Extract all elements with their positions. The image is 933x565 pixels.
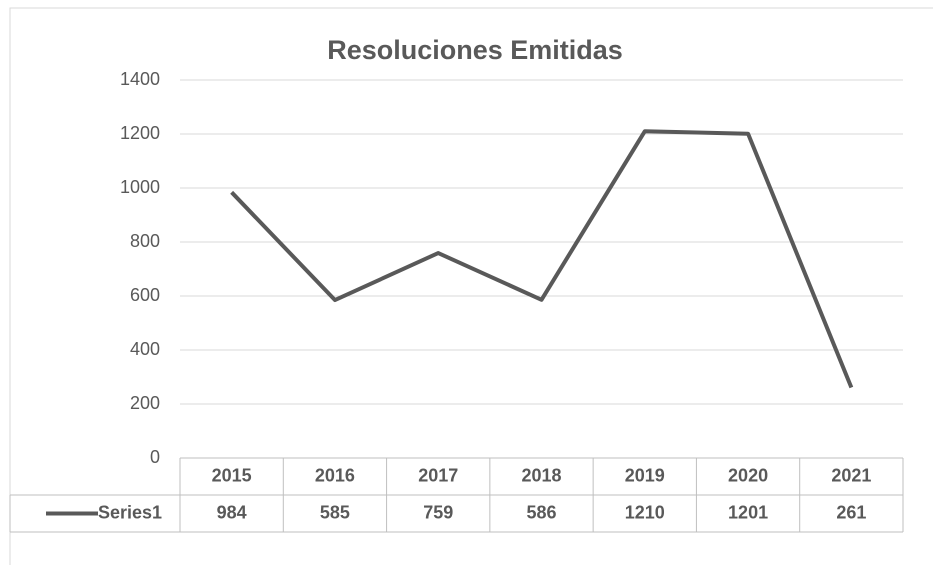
x-tick-label: 2020 — [728, 465, 768, 485]
table-value: 585 — [320, 502, 350, 522]
y-tick-label: 1200 — [120, 123, 160, 143]
y-tick-label: 200 — [130, 393, 160, 413]
chart-border — [9, 7, 933, 565]
x-tick-label: 2021 — [831, 465, 871, 485]
table-value: 261 — [836, 502, 866, 522]
series-line — [230, 129, 854, 389]
x-tick-label: 2018 — [521, 465, 561, 485]
x-tick-label: 2017 — [418, 465, 458, 485]
chart-title: Resoluciones Emitidas — [327, 35, 623, 65]
table-value: 984 — [217, 502, 247, 522]
y-tick-label: 800 — [130, 231, 160, 251]
y-tick-label: 0 — [150, 447, 160, 467]
x-tick-label: 2015 — [212, 465, 252, 485]
x-tick-label: 2016 — [315, 465, 355, 485]
table-value: 586 — [526, 502, 556, 522]
y-tick-label: 1000 — [120, 177, 160, 197]
y-tick-label: 1400 — [120, 69, 160, 89]
x-tick-label: 2019 — [625, 465, 665, 485]
y-tick-label: 400 — [130, 339, 160, 359]
table-value: 759 — [423, 502, 453, 522]
table-value: 1201 — [728, 502, 768, 522]
y-tick-label: 600 — [130, 285, 160, 305]
table-value: 1210 — [625, 502, 665, 522]
legend-label: Series1 — [98, 502, 162, 522]
